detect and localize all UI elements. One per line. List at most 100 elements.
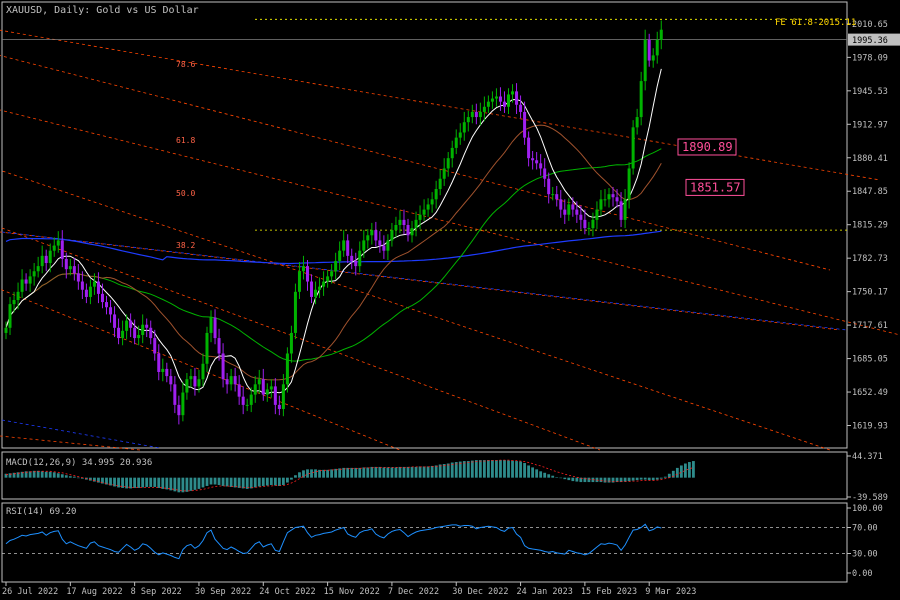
macd-bar bbox=[165, 477, 169, 490]
candle-body bbox=[559, 199, 563, 210]
candle-body bbox=[261, 379, 265, 395]
candle-body bbox=[84, 289, 88, 297]
candle-body bbox=[40, 255, 44, 267]
macd-bar bbox=[72, 476, 76, 478]
candle-body bbox=[310, 281, 314, 297]
candle-body bbox=[145, 324, 149, 328]
candle-body bbox=[165, 368, 169, 377]
candle-body bbox=[32, 271, 36, 277]
macd-bar bbox=[197, 477, 201, 489]
macd-bar bbox=[454, 462, 458, 478]
macd-bar bbox=[269, 477, 273, 485]
fib-label: 78.6 bbox=[176, 60, 195, 69]
candle-body bbox=[511, 91, 515, 95]
macd-bar bbox=[157, 477, 161, 488]
macd-bar bbox=[491, 460, 494, 478]
candle-body bbox=[398, 219, 402, 225]
candle-body bbox=[659, 29, 663, 40]
blue-lower-line bbox=[1, 419, 161, 449]
macd-bar bbox=[539, 471, 543, 478]
macd-bar bbox=[470, 460, 474, 478]
candle-body bbox=[502, 101, 506, 107]
macd-bar bbox=[547, 474, 551, 478]
candle-body bbox=[269, 386, 273, 390]
candle-body bbox=[64, 258, 68, 270]
macd-bar bbox=[326, 469, 329, 478]
candle-body bbox=[88, 286, 92, 297]
macd-bar bbox=[233, 477, 237, 488]
macd-bar bbox=[330, 469, 334, 478]
macd-bar bbox=[121, 477, 124, 488]
candle-body bbox=[575, 209, 579, 215]
macd-bar bbox=[169, 477, 173, 491]
price-pane-frame bbox=[1, 1, 848, 449]
macd-bar bbox=[394, 467, 398, 478]
macd-bar bbox=[639, 477, 643, 480]
candle-body bbox=[322, 281, 326, 287]
rsi-tick-label: 70.00 bbox=[852, 524, 878, 534]
time-tick-label: 15 Nov 2022 bbox=[324, 587, 380, 597]
macd-bar bbox=[478, 460, 482, 478]
macd-bar bbox=[245, 477, 249, 489]
candle-body bbox=[579, 214, 583, 220]
macd-bar bbox=[16, 472, 20, 478]
candle-body bbox=[265, 389, 269, 395]
price-tick-label: 1717.61 bbox=[852, 321, 888, 331]
candle-body bbox=[16, 291, 20, 301]
candle-body bbox=[442, 168, 446, 179]
candle-body bbox=[326, 276, 330, 282]
price-box-label: 1851.57 bbox=[690, 180, 741, 194]
candle-body bbox=[24, 279, 28, 284]
macd-bar bbox=[374, 466, 378, 478]
macd-bar bbox=[229, 477, 233, 487]
candle-body bbox=[647, 39, 651, 61]
macd-bar bbox=[221, 477, 225, 486]
macd-bar bbox=[101, 477, 104, 484]
channel-line bbox=[0, 435, 141, 451]
macd-bar bbox=[189, 477, 193, 491]
green-ma-line bbox=[5, 148, 662, 362]
macd-bar bbox=[623, 477, 627, 482]
candle-body bbox=[28, 276, 32, 284]
candle-body bbox=[149, 327, 153, 339]
candle-body bbox=[48, 250, 52, 264]
macd-bar bbox=[290, 477, 293, 480]
macd-pane: 44.371 -39.589 bbox=[4, 452, 888, 503]
candle-body bbox=[277, 404, 281, 409]
candle-body bbox=[177, 404, 181, 416]
candle-body bbox=[350, 255, 354, 261]
macd-bar bbox=[149, 477, 153, 487]
time-tick-label: 9 Mar 2023 bbox=[645, 587, 696, 597]
price-tick-label: 1847.85 bbox=[852, 187, 888, 197]
candle-body bbox=[462, 122, 466, 133]
price-pane: 78.6 61.8 50.0 38.2 1890.89 1851.57 2010.65 197… bbox=[0, 18, 900, 451]
candle-body bbox=[334, 260, 338, 272]
candle-body bbox=[314, 289, 318, 297]
fib-label: 50.0 bbox=[176, 189, 195, 198]
macd-label: MACD(12,26,9) 34.995 20.936 bbox=[6, 458, 152, 468]
macd-bar bbox=[635, 477, 639, 481]
fib-label: 61.8 bbox=[176, 136, 195, 145]
candle-body bbox=[241, 396, 245, 405]
macd-bar bbox=[56, 473, 60, 478]
candle-body bbox=[446, 158, 450, 169]
macd-bar bbox=[141, 477, 145, 488]
macd-bar bbox=[571, 477, 575, 482]
macd-bar bbox=[105, 477, 108, 485]
macd-bar bbox=[294, 475, 297, 478]
candle-body bbox=[8, 304, 12, 328]
macd-bar bbox=[611, 477, 615, 483]
candle-body bbox=[583, 219, 587, 229]
candle-body bbox=[374, 230, 378, 241]
macd-bar bbox=[12, 472, 16, 478]
macd-bar bbox=[643, 477, 647, 480]
macd-bar bbox=[679, 465, 683, 478]
brown-ma-line bbox=[5, 124, 662, 381]
candle-body bbox=[338, 250, 342, 261]
candle-body bbox=[486, 101, 490, 107]
macd-bar bbox=[603, 477, 607, 483]
candle-body bbox=[406, 225, 410, 236]
macd-bar bbox=[511, 460, 514, 478]
channel-line bbox=[0, 231, 841, 331]
macd-bar bbox=[462, 461, 466, 478]
